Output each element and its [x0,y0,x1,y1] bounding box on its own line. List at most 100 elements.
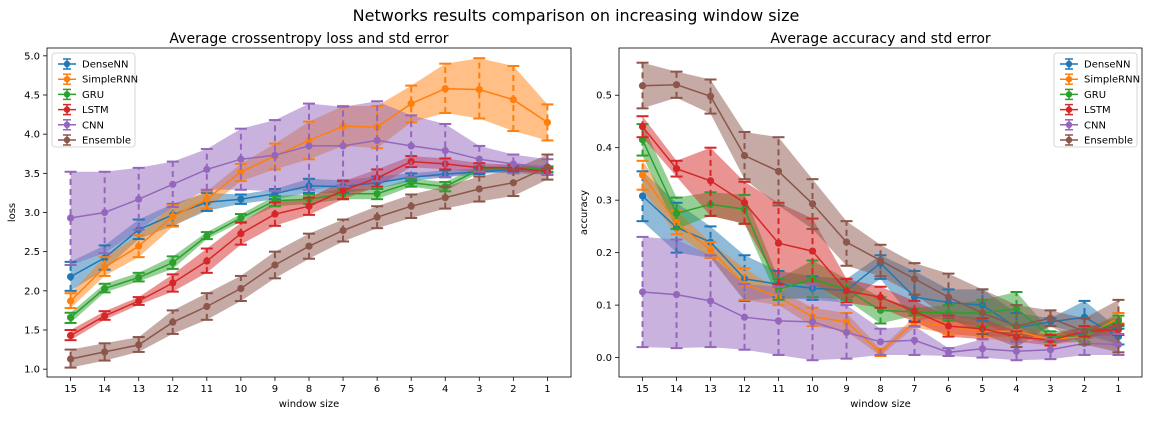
y-tick-label: 0.3 [596,196,612,207]
x-tick-label: 1 [544,384,550,395]
figure-title: Networks results comparison on increasin… [352,6,800,25]
legend-box [51,52,136,148]
std-band-cnn [642,236,1119,361]
std-band-simplernn [70,58,548,309]
data-point-ensemble [169,318,177,326]
data-point-ensemble [1114,322,1123,330]
legend-marker [1065,121,1073,128]
data-point-simplernn [842,318,851,326]
legend: DenseNN SimpleRNN GRU LSTM CNN Ensemble [51,52,138,148]
y-tick-label: 1.5 [24,326,40,337]
x-tick-label: 14 [670,384,683,395]
x-tick-label: 4 [1013,384,1019,395]
y-tick-label: 0.4 [596,143,612,154]
series-cnn [636,235,1125,362]
series-lstm [636,115,1125,347]
data-point-lstm [101,312,109,320]
legend-marker [63,60,71,68]
data-point-cnn [808,318,817,326]
data-point-lstm [774,239,783,247]
legend-marker [1065,76,1073,83]
data-point-ensemble [101,348,109,356]
legend-entry-densenn: DenseNN [82,60,129,71]
x-axis-label: window size [850,399,911,410]
data-point-ensemble [842,238,851,246]
data-point-ensemble [1080,327,1089,335]
data-point-densenn [66,273,75,281]
data-point-cnn [774,317,783,325]
series-lstm [64,155,554,342]
x-tick-label: 7 [340,384,346,395]
legend-marker [1065,106,1073,113]
legend-marker [1065,91,1073,98]
legend-entry-simplernn: SimpleRNN [82,75,138,86]
data-point-cnn [339,142,347,150]
data-point-simplernn [706,246,715,254]
legend-entry-gru: GRU [1084,90,1106,101]
data-point-cnn [842,328,851,336]
series-ensemble [636,61,1125,354]
y-tick-label: 2.5 [24,247,40,258]
data-point-lstm [271,210,279,218]
chart-panel-1: 15 14 13 12 11 10 9 8 7 6 5 4 3 2 1 1.0 1.5 2.0 2.5 3.0 3.5 4… [7,31,572,410]
data-point-ensemble [271,261,279,269]
y-tick-label: 0.5 [596,91,612,102]
x-tick-label: 5 [979,384,985,395]
data-point-simplernn [237,168,245,176]
data-point-cnn [1046,346,1055,354]
x-tick-label: 15 [64,384,77,395]
data-point-ensemble [66,355,75,363]
data-point-simplernn [66,297,75,305]
data-point-gru [237,214,245,222]
y-tick-label: 4.5 [24,91,40,102]
x-tick-label: 11 [200,384,213,395]
data-point-cnn [135,195,143,203]
y-tick-label: 2.0 [24,286,40,297]
legend-marker [1065,136,1073,144]
legend-entry-cnn: CNN [82,120,104,131]
data-point-lstm [808,247,817,255]
y-tick-label: 0.1 [596,301,612,312]
legend-entry-cnn: CNN [1084,120,1106,131]
x-tick-label: 8 [877,384,883,395]
x-tick-label: 12 [738,384,751,395]
data-point-cnn [509,160,517,168]
std-band-ensemble [642,62,1119,353]
data-point-lstm [66,331,75,340]
data-point-ensemble [740,151,749,160]
data-point-gru [373,190,381,198]
legend-entry-ensemble: Ensemble [1084,136,1133,147]
data-point-ensemble [135,341,143,349]
data-point-gru [101,284,109,293]
x-tick-label: 15 [636,384,649,395]
data-point-densenn [237,195,245,203]
data-point-simplernn [407,100,415,108]
data-point-ensemble [638,82,647,90]
data-point-ensemble [706,92,715,100]
data-point-ensemble [441,194,449,202]
data-point-cnn [475,155,483,163]
data-point-cnn [638,288,647,296]
data-point-simplernn [441,85,449,93]
data-point-ensemble [978,309,987,317]
legend-marker [1065,60,1073,68]
y-axis-label: accuracy [579,190,590,235]
legend-entry-lstm: LSTM [1084,105,1111,116]
data-point-cnn [978,345,987,353]
legend-box [1053,52,1138,148]
data-point-ensemble [373,213,381,221]
data-point-ensemble [672,81,681,89]
data-point-ensemble [509,179,517,187]
x-axis-label: window size [279,399,340,410]
x-tick-label: 5 [408,384,414,395]
data-point-gru [407,179,415,187]
data-point-ensemble [305,242,313,250]
legend-marker [63,76,71,83]
x-tick-label: 7 [911,384,917,395]
x-tick-label: 14 [98,384,111,395]
y-tick-label: 0.2 [596,248,612,259]
y-tick-label: 0.0 [596,353,612,364]
legend-entry-gru: GRU [82,90,104,101]
data-point-ensemble [876,256,885,265]
data-point-cnn [169,180,177,188]
